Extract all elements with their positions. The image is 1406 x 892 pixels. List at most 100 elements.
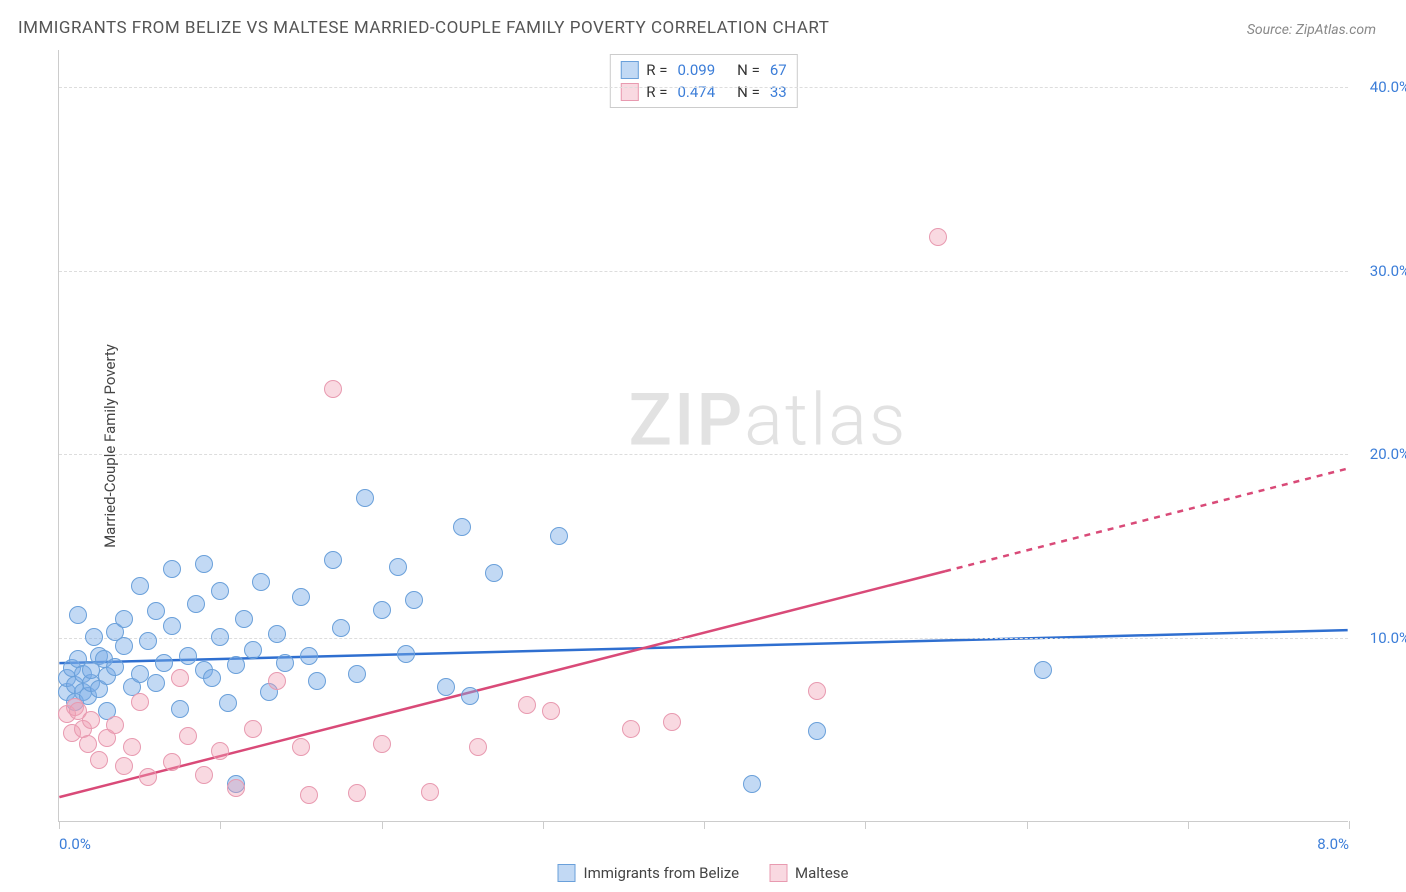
point-series-a <box>179 647 197 665</box>
point-series-a <box>356 489 374 507</box>
point-series-b <box>227 779 245 797</box>
watermark: ZIPatlas <box>629 378 908 463</box>
point-series-b <box>115 757 133 775</box>
point-series-b <box>542 702 560 720</box>
point-series-a <box>373 601 391 619</box>
x-tick <box>1349 821 1350 829</box>
x-tick <box>865 821 866 829</box>
point-series-a <box>292 588 310 606</box>
point-series-a <box>227 656 245 674</box>
legend-label: Immigrants from Belize <box>584 864 740 882</box>
chart-title: IMMIGRANTS FROM BELIZE VS MALTESE MARRIE… <box>18 18 829 38</box>
point-series-a <box>308 672 326 690</box>
point-series-a <box>211 628 229 646</box>
point-series-a <box>461 687 479 705</box>
point-series-a <box>437 678 455 696</box>
grid-line <box>59 87 1348 88</box>
point-series-a <box>252 573 270 591</box>
watermark-atlas: atlas <box>744 378 907 463</box>
chart-container: IMMIGRANTS FROM BELIZE VS MALTESE MARRIE… <box>0 0 1406 892</box>
point-series-b <box>179 727 197 745</box>
point-series-b <box>163 753 181 771</box>
point-series-b <box>79 735 97 753</box>
y-tick-label: 10.0% <box>1370 629 1406 647</box>
trend-lines <box>59 50 1348 821</box>
point-series-b <box>106 716 124 734</box>
point-series-b <box>469 738 487 756</box>
x-tick <box>543 821 544 829</box>
swatch-icon <box>558 864 576 882</box>
point-series-a <box>115 610 133 628</box>
watermark-zip: ZIP <box>629 378 745 463</box>
legend-series: Immigrants from Belize Maltese <box>558 864 849 882</box>
r-value: 0.474 <box>677 83 715 101</box>
x-tick <box>1027 821 1028 829</box>
point-series-a <box>163 617 181 635</box>
point-series-a <box>155 654 173 672</box>
x-tick <box>382 821 383 829</box>
point-series-a <box>131 665 149 683</box>
y-tick-label: 20.0% <box>1370 445 1406 463</box>
point-series-b <box>518 696 536 714</box>
n-value: 33 <box>770 83 787 101</box>
point-series-a <box>131 577 149 595</box>
point-series-b <box>300 786 318 804</box>
point-series-a <box>397 645 415 663</box>
source-label: Source: ZipAtlas.com <box>1247 22 1376 38</box>
point-series-b <box>123 738 141 756</box>
point-series-b <box>211 742 229 760</box>
x-tick <box>1188 821 1189 829</box>
point-series-a <box>139 632 157 650</box>
swatch-icon <box>769 864 787 882</box>
x-tick-label: 0.0% <box>59 835 91 853</box>
point-series-a <box>195 555 213 573</box>
x-tick <box>59 821 60 829</box>
point-series-b <box>663 713 681 731</box>
point-series-a <box>147 674 165 692</box>
point-series-a <box>211 582 229 600</box>
r-label: R = <box>646 83 667 101</box>
grid-line <box>59 454 1348 455</box>
point-series-a <box>147 602 165 620</box>
point-series-a <box>453 518 471 536</box>
point-series-a <box>268 625 286 643</box>
n-value: 67 <box>770 61 787 79</box>
point-series-a <box>1034 661 1052 679</box>
y-tick-label: 40.0% <box>1370 78 1406 96</box>
legend-row: R = 0.099 N = 67 <box>620 59 786 81</box>
r-label: R = <box>646 61 667 79</box>
point-series-b <box>808 682 826 700</box>
point-series-a <box>163 560 181 578</box>
r-value: 0.099 <box>677 61 715 79</box>
point-series-a <box>203 669 221 687</box>
legend-correlation: R =0.099N =67R =0.474N =33 <box>609 54 797 108</box>
point-series-a <box>69 606 87 624</box>
x-tick-label: 8.0% <box>1317 835 1349 853</box>
point-series-b <box>139 768 157 786</box>
grid-line <box>59 271 1348 272</box>
swatch-icon <box>620 61 638 79</box>
point-series-b <box>373 735 391 753</box>
point-series-a <box>219 694 237 712</box>
swatch-icon <box>620 83 638 101</box>
point-series-a <box>244 641 262 659</box>
legend-row: R =0.474N =33 <box>620 81 786 103</box>
y-tick-label: 30.0% <box>1370 262 1406 280</box>
point-series-a <box>389 558 407 576</box>
point-series-b <box>292 738 310 756</box>
point-series-a <box>324 551 342 569</box>
point-series-a <box>235 610 253 628</box>
n-label: N = <box>737 61 760 79</box>
point-series-a <box>332 619 350 637</box>
grid-line <box>59 638 1348 639</box>
point-series-b <box>131 693 149 711</box>
point-series-a <box>187 595 205 613</box>
point-series-b <box>348 784 366 802</box>
point-series-a <box>405 591 423 609</box>
point-series-a <box>106 658 124 676</box>
point-series-b <box>421 783 439 801</box>
point-series-a <box>276 654 294 672</box>
legend-item: Maltese <box>769 864 848 882</box>
point-series-b <box>82 711 100 729</box>
point-series-b <box>622 720 640 738</box>
